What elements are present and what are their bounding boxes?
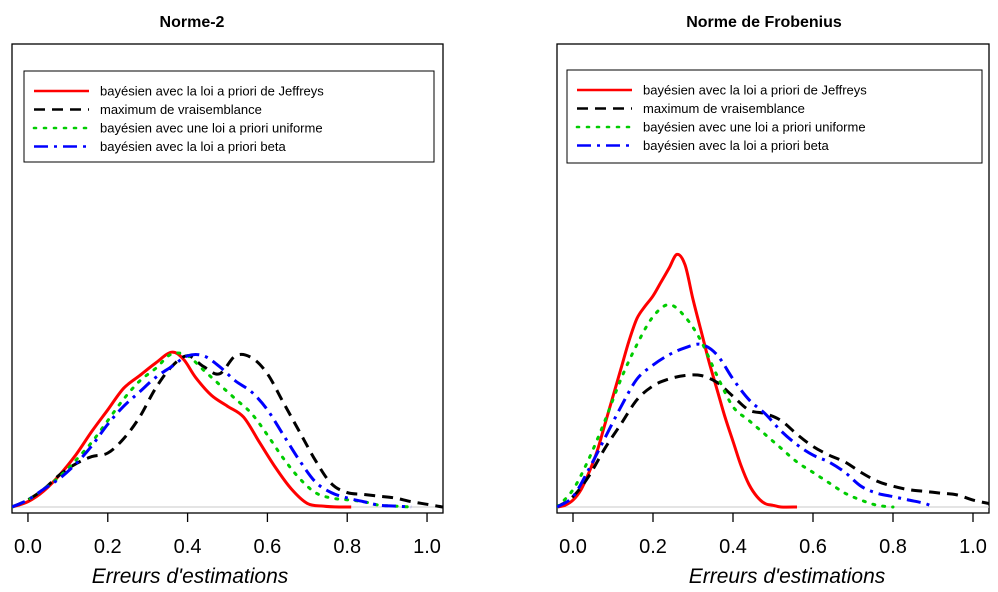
x-axis-label: Erreurs d'estimations <box>92 565 289 588</box>
x-tick-label: 0.4 <box>174 536 202 558</box>
series-line-2 <box>557 373 989 509</box>
legend-entry: bayésien avec une loi a priori uniforme <box>100 121 323 136</box>
series-line-1 <box>12 350 352 509</box>
chart-panel-2: Norme de Frobenius 0.0 0.2 0.4 0.6 0.8 1.0 Erre… <box>556 14 990 588</box>
plot-frame <box>11 43 444 514</box>
series-line-1 <box>557 252 798 509</box>
x-tick-label: 0.6 <box>799 536 827 558</box>
x-tick-label: 0.2 <box>639 536 667 558</box>
x-tick-label: 1.0 <box>413 536 441 558</box>
chart-title: Norme-2 <box>160 14 225 31</box>
series-line-4 <box>557 342 934 509</box>
chart-title: Norme de Frobenius <box>686 14 842 31</box>
legend-entry: bayésien avec la loi a priori de Jeffrey… <box>100 84 324 99</box>
legend-entry: maximum de vraisemblance <box>643 101 805 116</box>
legend-entry: bayésien avec la loi a priori de Jeffrey… <box>643 83 867 98</box>
x-axis-label: Erreurs d'estimations <box>689 565 886 588</box>
series-line-3 <box>557 303 895 509</box>
legend-box <box>23 70 435 163</box>
x-tick-label: 0.6 <box>254 536 282 558</box>
legend: bayésien avec la loi a priori de Jeffrey… <box>566 69 983 164</box>
legend-entry: maximum de vraisemblance <box>100 102 262 117</box>
x-tick-label: 1.0 <box>959 536 987 558</box>
x-tick-label: 0.8 <box>879 536 907 558</box>
x-tick-label: 0.8 <box>333 536 361 558</box>
chart-panel-1: Norme-2 0.0 0.2 0.4 0.6 0.8 1.0 Erreurs d'estim… <box>11 14 444 588</box>
legend: bayésien avec la loi a priori de Jeffrey… <box>23 70 435 163</box>
x-tick-label: 0.2 <box>94 536 122 558</box>
legend-entry: bayésien avec la loi a priori beta <box>643 138 829 153</box>
x-tick-label: 0.0 <box>559 536 587 558</box>
legend-box <box>566 69 983 164</box>
x-tick-label: 0.0 <box>14 536 42 558</box>
series-line-3 <box>12 351 413 509</box>
legend-entry: bayésien avec une loi a priori uniforme <box>643 120 866 135</box>
series-line-2 <box>12 352 443 509</box>
legend-entry: bayésien avec la loi a priori beta <box>100 139 286 154</box>
plot-frame <box>556 43 990 514</box>
series-line-4 <box>12 352 412 509</box>
x-tick-label: 0.4 <box>719 536 747 558</box>
